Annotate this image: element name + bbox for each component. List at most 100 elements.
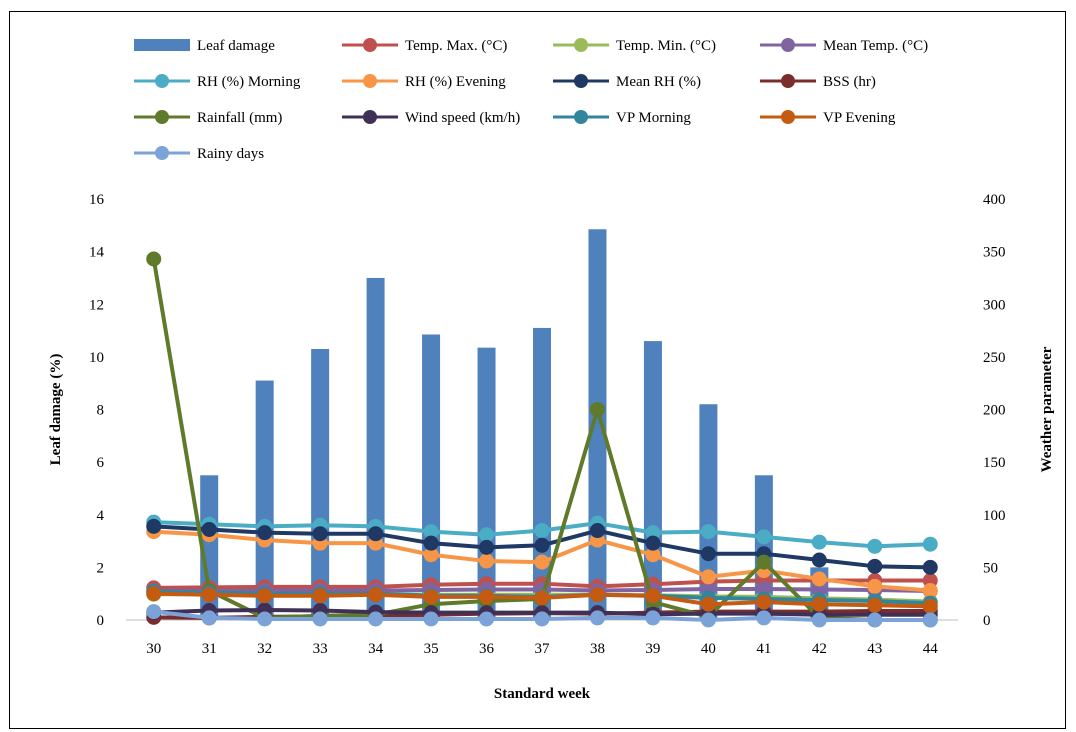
legend-item-leaf-damage: Leaf damage (134, 38, 275, 54)
legend-item-mean-temp-c: Mean Temp. (°C) (760, 38, 928, 54)
point-vp-evening (201, 587, 217, 603)
x-tick-label: 30 (146, 641, 161, 657)
bar-leaf-damage (311, 348, 330, 620)
point-rh-evening (811, 571, 827, 587)
point-vp-evening (700, 596, 716, 612)
point-vp-evening (589, 587, 605, 603)
y-left-tick-label: 14 (89, 245, 105, 261)
legend-marker (155, 146, 169, 160)
y-left-tick-label: 0 (97, 613, 105, 629)
legend-label: VP Evening (823, 110, 896, 126)
legend-swatch (134, 39, 190, 51)
x-axis-title: Standard week (494, 686, 591, 702)
y-right-tick-label: 0 (983, 613, 991, 629)
point-rainy-days (257, 611, 273, 627)
y-left-tick-label: 4 (97, 508, 105, 524)
legend-marker (574, 74, 588, 88)
legend-item-rh-morning: RH (%) Morning (134, 74, 301, 90)
point-rainy-days (201, 610, 217, 626)
point-mean-rh (423, 535, 439, 551)
point-rh-morning (756, 529, 772, 545)
point-rh-morning (534, 523, 550, 539)
point-rh-morning (867, 538, 883, 554)
series-rainy-days (146, 604, 938, 628)
y-axis-right: 0 50 100 150 200 250 300 350 400 (983, 192, 1006, 629)
x-tick-label: 41 (756, 641, 771, 657)
x-tick-label: 37 (535, 641, 551, 657)
point-rainy-days (645, 610, 661, 626)
line-series (146, 251, 938, 628)
legend-label: Leaf damage (197, 38, 275, 54)
legend-item-rh-evening: RH (%) Evening (342, 74, 506, 90)
x-tick-label: 39 (645, 641, 660, 657)
y-right-tick-label: 50 (983, 560, 998, 576)
legend-marker (574, 38, 588, 52)
point-mean-rh (922, 559, 938, 575)
point-rainy-days (423, 611, 439, 627)
point-vp-evening (479, 589, 495, 605)
x-tick-label: 43 (867, 641, 882, 657)
point-mean-rh (479, 539, 495, 555)
legend-marker (363, 110, 377, 124)
legend: Leaf damage Temp. Max. (°C) Temp. Min. (°C… (134, 38, 928, 162)
legend-label: Mean Temp. (°C) (823, 38, 928, 54)
legend-label: Mean RH (%) (616, 74, 701, 90)
point-rainy-days (811, 612, 827, 628)
point-mean-rh (257, 525, 273, 541)
x-tick-label: 32 (257, 641, 272, 657)
legend-label: Temp. Max. (°C) (405, 38, 507, 54)
legend-item-mean-rh: Mean RH (%) (553, 74, 701, 90)
series-mean-rh (146, 518, 938, 575)
legend-item-temp-max-c: Temp. Max. (°C) (342, 38, 507, 54)
point-rainy-days (479, 611, 495, 627)
point-rainy-days (756, 610, 772, 626)
point-rainfall-mm (756, 554, 772, 570)
y-left-tick-label: 6 (97, 455, 105, 471)
point-rh-morning (811, 534, 827, 550)
legend-marker (363, 38, 377, 52)
legend-item-rainfall-mm: Rainfall (mm) (134, 110, 282, 126)
point-rainfall-mm (146, 251, 162, 267)
y-right-tick-label: 200 (983, 403, 1006, 419)
legend-item-rainy-days: Rainy days (134, 146, 264, 162)
legend-marker (363, 74, 377, 88)
x-tick-label: 34 (368, 641, 384, 657)
point-vp-evening (423, 589, 439, 605)
point-rh-morning (922, 536, 938, 552)
legend-label: VP Morning (616, 110, 691, 126)
legend-label: RH (%) Evening (405, 74, 506, 90)
legend-label: Temp. Min. (°C) (616, 38, 716, 54)
point-rainy-days (146, 604, 162, 620)
x-tick-label: 36 (479, 641, 495, 657)
point-mean-rh (146, 518, 162, 534)
legend-marker (781, 74, 795, 88)
point-mean-rh (811, 552, 827, 568)
point-vp-evening (867, 597, 883, 613)
y-left-tick-label: 16 (89, 192, 105, 208)
point-rh-evening (534, 554, 550, 570)
y-left-tick-label: 2 (97, 560, 105, 576)
legend-item-vp-evening: VP Evening (760, 110, 896, 126)
point-vp-evening (146, 586, 162, 602)
y-right-tick-label: 400 (983, 192, 1006, 208)
point-mean-rh (368, 526, 384, 542)
point-mean-rh (645, 535, 661, 551)
point-rh-evening (867, 578, 883, 594)
series-rh-evening (146, 524, 938, 599)
point-rainfall-mm (589, 402, 605, 417)
point-rh-morning (700, 524, 716, 540)
bar-leaf-damage (366, 277, 385, 620)
point-rainy-days (589, 610, 605, 626)
point-mean-rh (534, 537, 550, 553)
y-axis-left: 0 2 4 6 8 10 12 14 16 (89, 192, 105, 629)
x-tick-label: 33 (313, 641, 328, 657)
y-axis-title-right: Weather parameter (1039, 346, 1055, 472)
point-vp-evening (534, 590, 550, 606)
point-mean-rh (867, 558, 883, 574)
point-vp-evening (645, 588, 661, 604)
point-vp-evening (811, 596, 827, 612)
x-tick-label: 38 (590, 641, 605, 657)
point-rainy-days (312, 611, 328, 627)
point-rainy-days (534, 611, 550, 627)
